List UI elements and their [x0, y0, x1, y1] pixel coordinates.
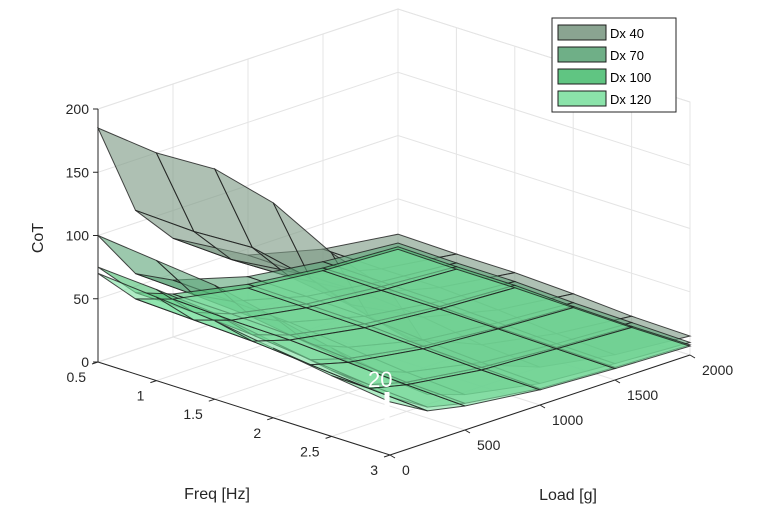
- z-tick-label: 200: [66, 101, 90, 117]
- down-arrow-icon: [377, 392, 397, 441]
- y-tick-label: 2.5: [300, 443, 320, 459]
- surface-layer: [97, 127, 692, 412]
- y-tick-label: 1: [137, 388, 145, 404]
- y-tick-mark: [267, 417, 274, 421]
- y-tick-label: 0.5: [67, 369, 87, 385]
- y-tick-mark: [325, 435, 332, 439]
- x-axis-label: Load [g]: [539, 487, 597, 504]
- x-tick-mark: [614, 379, 621, 384]
- z-tick-label: 150: [66, 164, 90, 180]
- legend-entry: Dx 120: [610, 92, 651, 107]
- x-tick-label: 0: [402, 462, 410, 478]
- legend-entry: Dx 40: [610, 26, 644, 41]
- annotation: 20: [368, 367, 397, 441]
- x-tick-label: 1000: [552, 412, 583, 428]
- y-tick-label: 1.5: [183, 406, 203, 422]
- y-tick-label: 2: [253, 425, 261, 441]
- x-tick-label: 2000: [702, 362, 733, 378]
- surface-patch: [554, 326, 692, 370]
- y-tick-label: 3: [370, 462, 378, 478]
- z-axis-label: CoT: [30, 223, 47, 253]
- x-tick-label: 1500: [627, 387, 658, 403]
- legend-entry: Dx 70: [610, 48, 644, 63]
- x-tick-mark: [539, 404, 546, 409]
- x-tick-mark: [389, 454, 396, 459]
- legend: Dx 40 Dx 70 Dx 100 Dx 120: [551, 17, 677, 113]
- y-tick-mark: [383, 454, 391, 458]
- x-tick-mark: [464, 429, 471, 434]
- surface-series: [97, 248, 692, 412]
- y-axis-line: [97, 361, 391, 456]
- legend-swatch: [557, 24, 607, 41]
- legend-entry: Dx 100: [610, 70, 651, 85]
- y-tick-mark: [150, 380, 157, 384]
- x-tick-mark: [689, 354, 696, 359]
- z-tick-label: 100: [66, 228, 90, 244]
- legend-swatch: [557, 90, 607, 107]
- x-tick-label: 500: [477, 437, 501, 453]
- annotation-label: 20: [368, 367, 392, 392]
- z-tick-label: 50: [73, 291, 89, 307]
- y-tick-mark: [208, 398, 215, 402]
- y-axis-label: Freq [Hz]: [184, 486, 250, 503]
- axes-layer: 0 500 1000 1500 2000 0.5 1 1.5 2 2.5 3 0 50 100 150 200…: [30, 101, 733, 504]
- z-tick-label: 0: [81, 354, 89, 370]
- legend-swatch: [557, 46, 607, 63]
- legend-swatch: [557, 68, 607, 85]
